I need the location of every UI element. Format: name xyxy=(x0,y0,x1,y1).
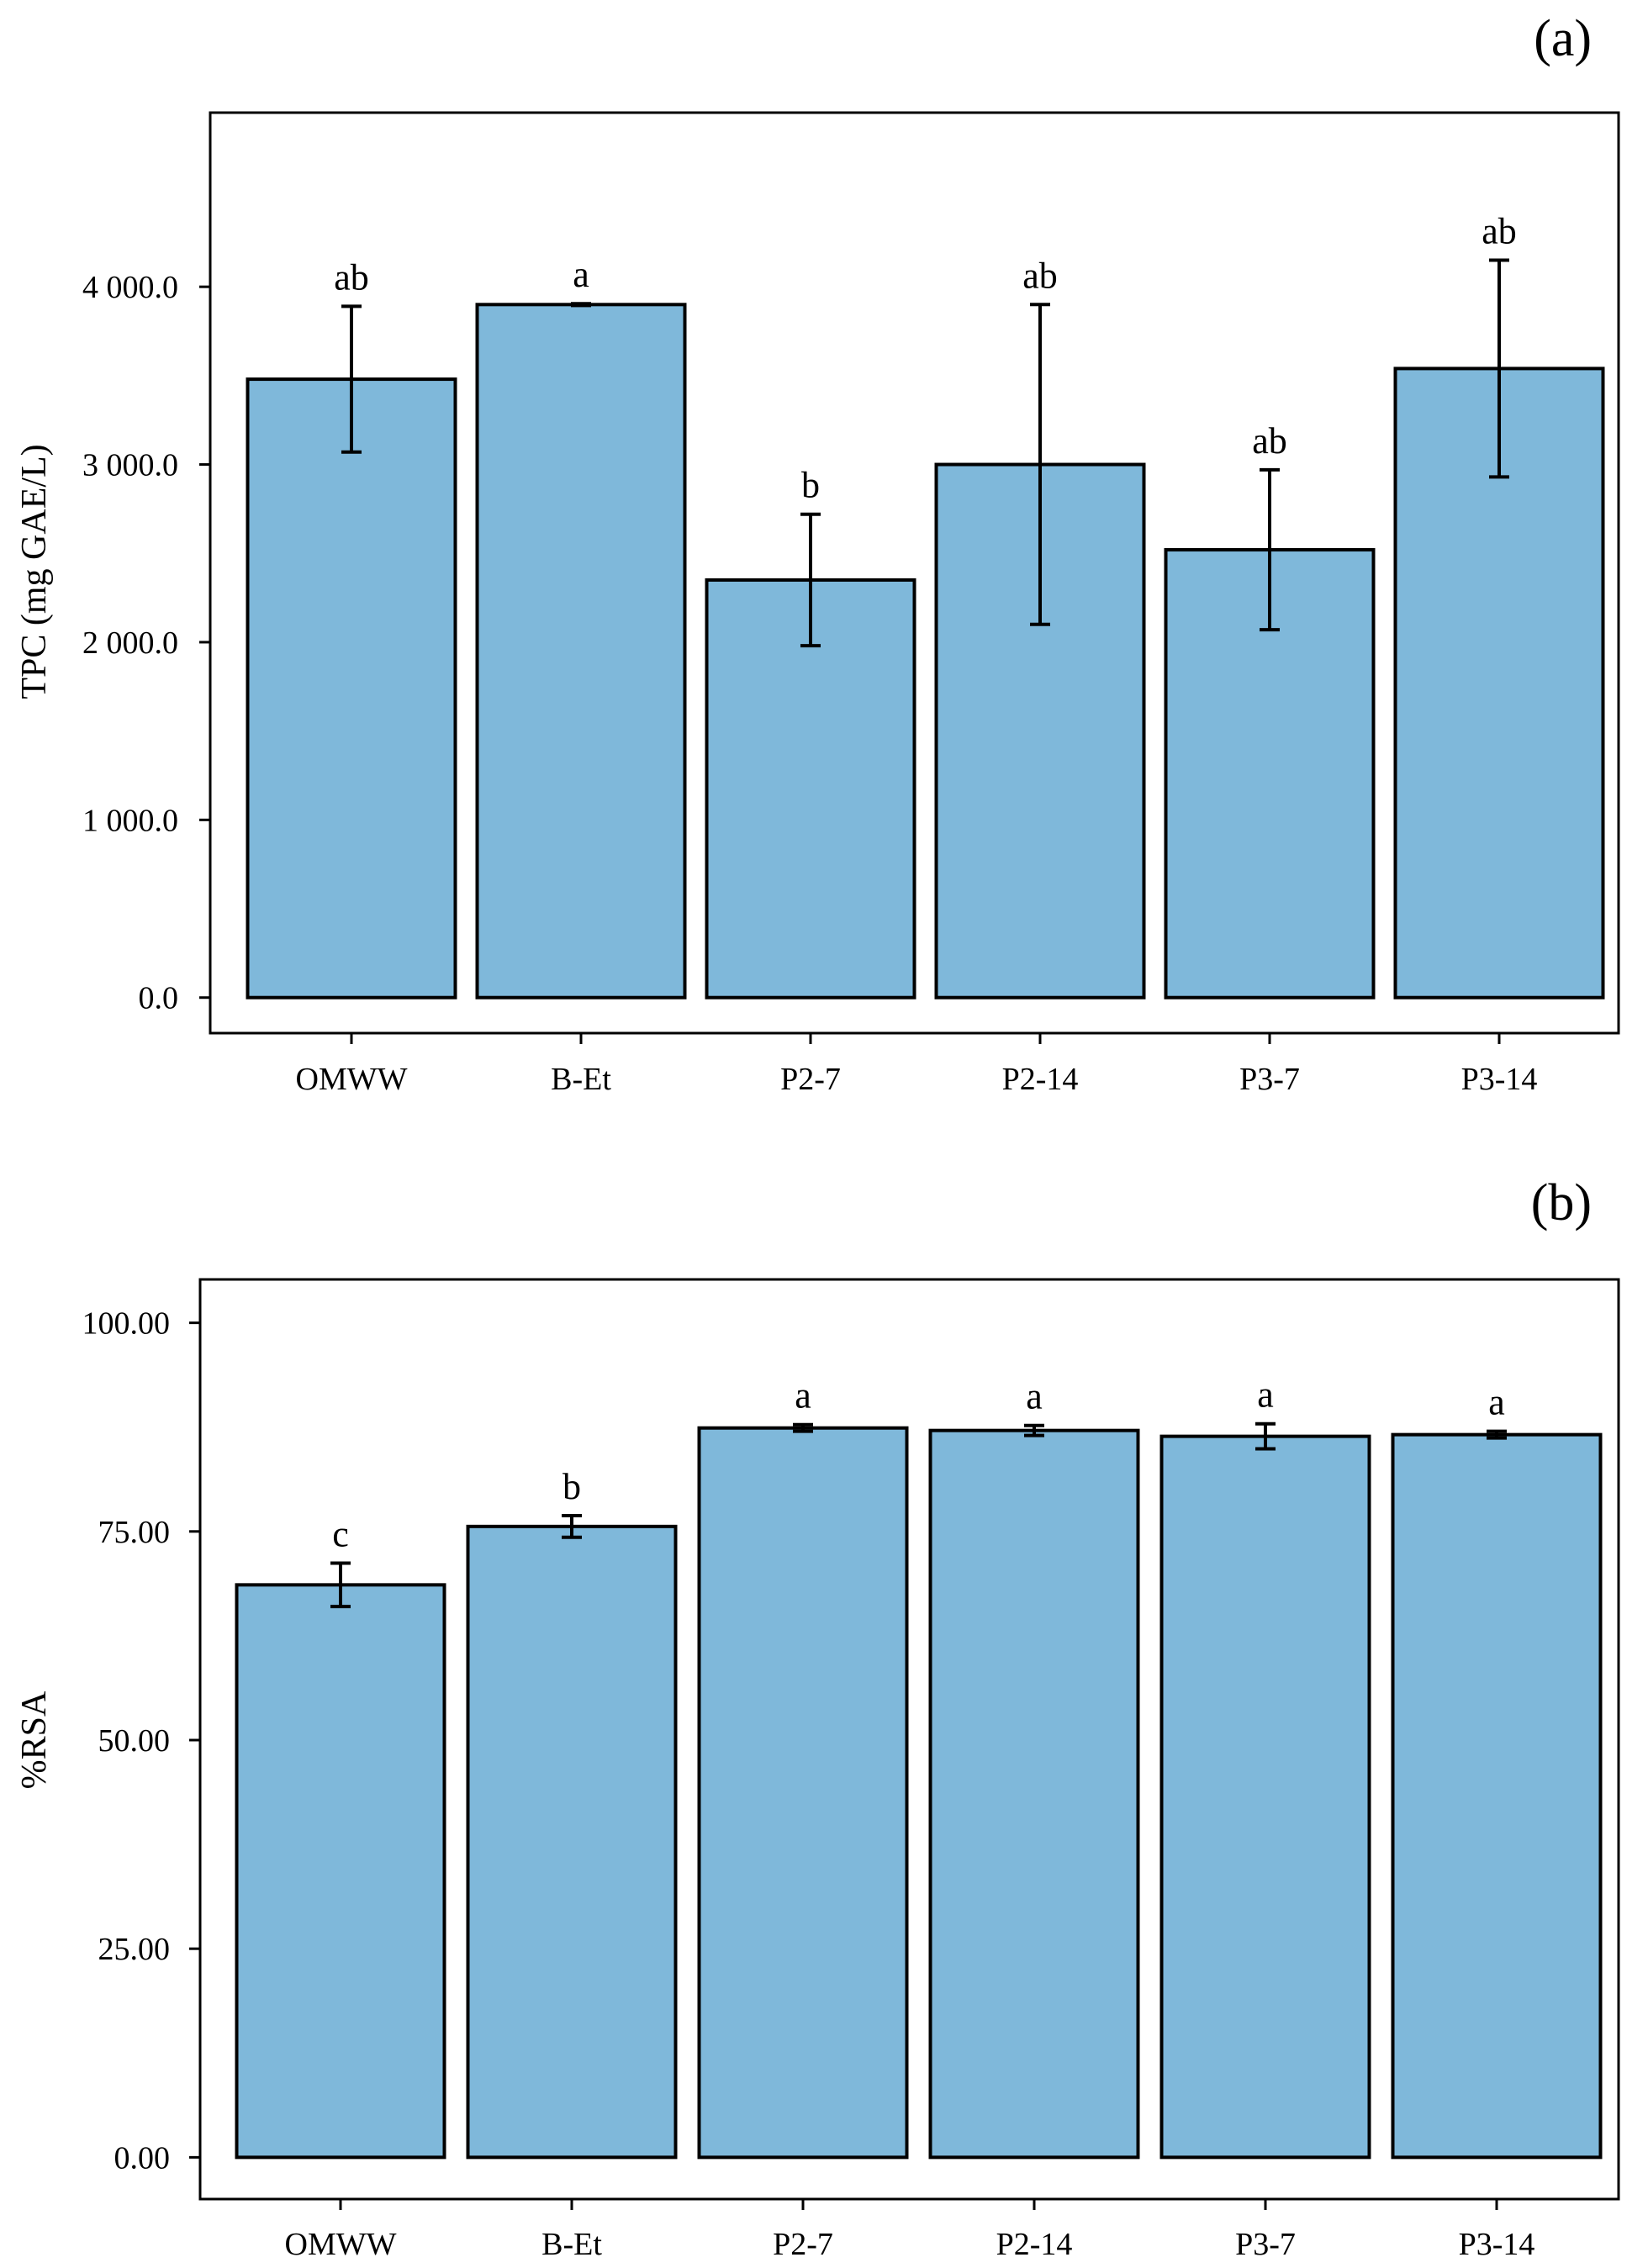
panel-a-x-tick-label: B-Et xyxy=(551,1062,611,1097)
panel-b-x-tick-label: B-Et xyxy=(541,2227,602,2262)
panel-b-bar xyxy=(466,1524,678,2160)
panel-a-x-tick-label: P3-14 xyxy=(1461,1062,1538,1097)
panel-a-x-tick-label: P2-14 xyxy=(1002,1062,1079,1097)
panel-a-label: (a) xyxy=(1534,10,1592,67)
panel-b-bar xyxy=(697,1426,909,2160)
panel-a-significance-label: ab xyxy=(1022,255,1058,296)
panel-a-y-axis-title: TPC (mg GAE/L) xyxy=(15,444,54,699)
panel-b: (b) %RSA 0.00 25.00 50.00 75.00 100.00 c b a a a… xyxy=(15,1174,1620,2262)
panel-a-y-tick-label: 3 000.0 xyxy=(82,448,178,483)
panel-b-significance-label: b xyxy=(563,1466,581,1507)
panel-b-y-tick-label: 100.00 xyxy=(82,1306,171,1342)
panel-b-y-tick-label: 25.00 xyxy=(98,1932,171,1967)
panel-a: (a) TPC (mg GAE/L) 0.0 1 000.0 2 000.0 3 00… xyxy=(15,10,1620,1097)
panel-b-x-tick-label: P3-7 xyxy=(1235,2227,1296,2262)
panel-b-y-tick-label: 75.00 xyxy=(98,1515,171,1550)
panel-b-bars: c b a a a a xyxy=(235,1374,1603,2160)
panel-b-x-tick-label: P2-7 xyxy=(773,2227,833,2262)
panel-a-y-tick-label: 0.0 xyxy=(139,981,179,1016)
panel-b-x-tick-label: OMWW xyxy=(285,2227,397,2262)
panel-a-y-axis: 0.0 1 000.0 2 000.0 3 000.0 4 000.0 xyxy=(82,270,210,1016)
panel-b-significance-label: a xyxy=(1257,1374,1274,1416)
panel-a-y-tick-label: 1 000.0 xyxy=(82,803,178,838)
panel-a-x-tick-label: OMWW xyxy=(296,1062,408,1097)
panel-a-significance-label: ab xyxy=(1252,420,1287,462)
panel-b-x-tick-label: P2-14 xyxy=(996,2227,1073,2262)
panel-a-frame xyxy=(209,111,1620,1035)
panel-b-y-tick-label: 0.00 xyxy=(114,2140,171,2176)
panel-b-bar xyxy=(1159,1434,1371,2160)
panel-a-significance-label: ab xyxy=(334,256,369,298)
panel-b-bar xyxy=(235,1583,446,2160)
panel-b-x-tick-label: P3-14 xyxy=(1459,2227,1535,2262)
panel-b-bar xyxy=(1391,1432,1603,2160)
panel-b-significance-label: a xyxy=(1488,1382,1505,1423)
panel-a-bar xyxy=(705,578,916,1000)
panel-b-y-tick-label: 50.00 xyxy=(98,1723,171,1759)
panel-a-x-tick-label: P2-7 xyxy=(780,1062,841,1097)
panel-b-significance-label: c xyxy=(332,1514,349,1555)
panel-b-y-axis-title: %RSA xyxy=(15,1690,54,1789)
panel-b-x-axis: OMWW B-Et P2-7 P2-14 P3-7 P3-14 xyxy=(285,2199,1535,2262)
panel-a-y-tick-label: 2 000.0 xyxy=(82,625,178,661)
panel-a-x-axis: OMWW B-Et P2-7 P2-14 P3-7 P3-14 xyxy=(296,1033,1538,1097)
panel-a-x-tick-label: P3-7 xyxy=(1239,1062,1300,1097)
panel-b-significance-label: a xyxy=(1026,1376,1043,1417)
panel-a-significance-label: b xyxy=(801,465,820,506)
panel-a-significance-label: a xyxy=(573,254,589,295)
panel-a-bar xyxy=(246,377,457,1000)
panel-a-significance-label: ab xyxy=(1482,210,1517,251)
panel-a-y-tick-label: 4 000.0 xyxy=(82,270,178,305)
panel-b-y-axis: 0.00 25.00 50.00 75.00 100.00 xyxy=(82,1306,200,2176)
panel-b-bar xyxy=(928,1428,1140,2160)
panel-b-label: (b) xyxy=(1531,1174,1592,1232)
panel-a-bar xyxy=(475,303,687,1000)
panel-b-significance-label: a xyxy=(795,1375,811,1416)
